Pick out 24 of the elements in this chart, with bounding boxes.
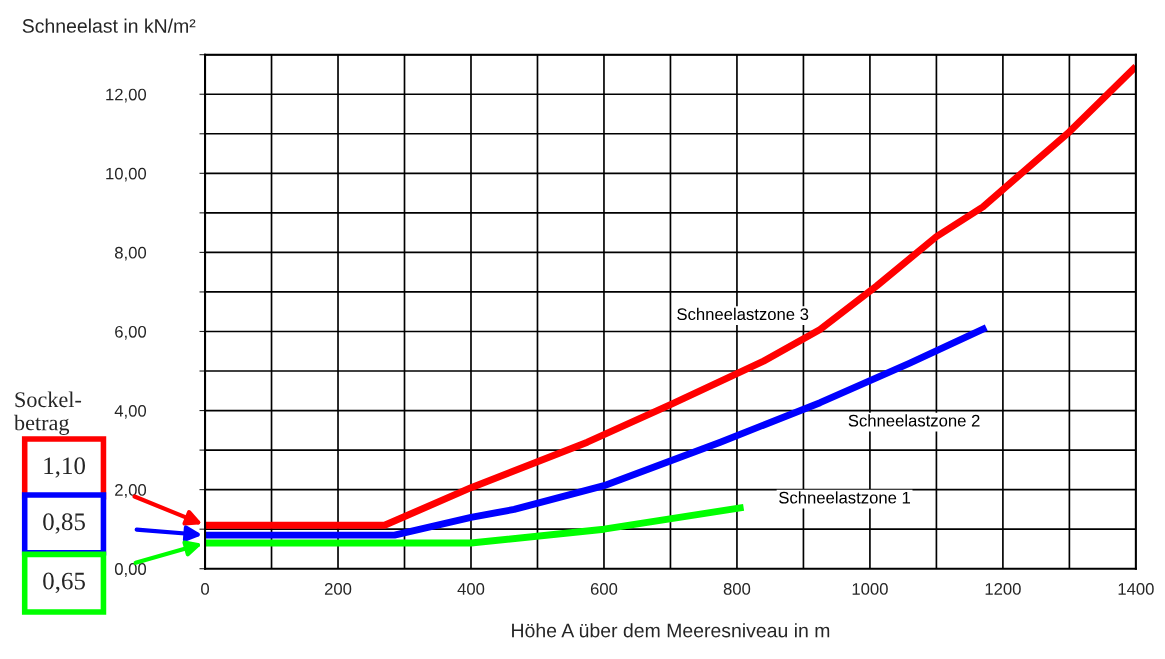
y-tick-label: 6,00 bbox=[115, 325, 147, 340]
text: Sockel- betrag bbox=[13, 391, 82, 435]
x-tick-label: 200 bbox=[324, 583, 352, 595]
text: 1,10 bbox=[44, 457, 85, 478]
series-label: Schneelastzone 2 bbox=[848, 414, 980, 427]
x-tick-label: 1400 bbox=[1118, 583, 1154, 595]
text: Schneelastzone 1 bbox=[779, 491, 911, 504]
y-tick-label: 10,00 bbox=[106, 167, 147, 182]
y-tick-label: 4,00 bbox=[114, 404, 147, 419]
y-tick-label: 2,00 bbox=[115, 484, 147, 498]
y-tick-label: 0,00 bbox=[114, 563, 147, 577]
y-axis-title: Schneelast in kN/m² bbox=[22, 18, 196, 33]
x-tick-label: 600 bbox=[590, 583, 618, 595]
x-tick-label: 800 bbox=[723, 583, 751, 595]
x-tick-label: 400 bbox=[457, 583, 485, 595]
text: 0,65 bbox=[43, 572, 85, 594]
y-tick-label: 12,00 bbox=[106, 88, 147, 103]
x-tick-label: 0 bbox=[201, 583, 210, 595]
x-axis-title: Höhe A über dem Meeresniveau in m bbox=[512, 623, 830, 638]
x-tick-label: 1000 bbox=[852, 583, 888, 595]
x-tick-label: 1200 bbox=[985, 583, 1021, 595]
series-label: Schneelastzone 3 bbox=[677, 307, 809, 321]
text: 0,85 bbox=[43, 513, 85, 534]
y-tick-label: 8,00 bbox=[115, 246, 147, 261]
